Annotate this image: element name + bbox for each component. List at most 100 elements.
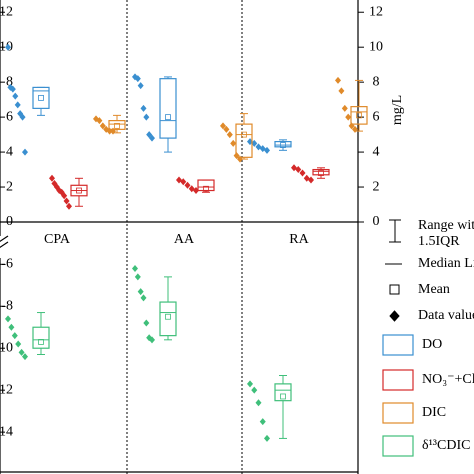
- data-point: [15, 340, 22, 348]
- data-point: [345, 113, 352, 121]
- data-point: [137, 288, 144, 296]
- data-point: [49, 174, 55, 182]
- data-point: [132, 264, 138, 272]
- data-point: [66, 202, 72, 210]
- legend-swatch: [382, 334, 414, 356]
- mean-marker: [38, 94, 44, 101]
- y-tick-label: -10: [0, 340, 13, 355]
- y-tick-label: 12: [0, 4, 13, 19]
- data-point: [143, 319, 150, 327]
- legend-text: Mean: [418, 282, 450, 297]
- data-point: [143, 113, 150, 121]
- legend-label: DIC: [422, 405, 446, 420]
- y-tick-label: 0: [373, 214, 380, 229]
- legend-text: Median Line: [418, 256, 474, 271]
- data-point: [9, 85, 16, 93]
- box: [274, 383, 292, 402]
- mean-marker: [165, 114, 171, 121]
- y-tick-label: 2: [6, 179, 13, 194]
- data-point: [22, 148, 28, 156]
- y-tick-label: 6: [6, 109, 13, 124]
- data-point: [63, 197, 70, 205]
- data-point: [12, 92, 19, 100]
- legend-text: 1.5IQR: [418, 234, 460, 249]
- y-tick-label: 6: [373, 109, 380, 124]
- data-point: [96, 117, 103, 125]
- data-point: [259, 418, 266, 426]
- box: [108, 120, 126, 130]
- data-point: [251, 139, 258, 147]
- legend-label: δ¹³CDIC: [422, 438, 470, 453]
- data-point: [5, 315, 11, 323]
- y-tick-label: 4: [373, 144, 380, 159]
- mean-marker: [318, 170, 324, 176]
- data-point: [230, 139, 237, 147]
- data-point: [140, 294, 147, 302]
- box: [235, 123, 253, 158]
- box: [312, 168, 330, 176]
- legend-swatch: [382, 369, 414, 391]
- data-point: [220, 122, 226, 130]
- mean-marker: [76, 187, 82, 194]
- data-point: [134, 75, 141, 83]
- legend-text: Data values: [418, 308, 474, 323]
- x-tick-label: AA: [174, 232, 195, 247]
- data-point: [255, 399, 262, 407]
- data-point: [295, 166, 302, 174]
- y-tick-label: 0: [6, 214, 13, 229]
- data-point: [134, 273, 141, 281]
- data-point: [335, 76, 341, 84]
- data-point: [137, 82, 144, 90]
- data-point: [247, 380, 253, 388]
- data-point: [11, 332, 18, 340]
- box: [197, 179, 215, 192]
- mean-marker: [38, 339, 44, 345]
- legend-label: DO: [422, 337, 442, 352]
- data-point: [18, 348, 25, 356]
- data-point: [14, 101, 21, 109]
- box: [274, 140, 292, 148]
- data-point: [338, 87, 345, 95]
- y-tick-label: 12: [369, 4, 383, 19]
- data-point: [106, 127, 113, 135]
- y-tick-label: -14: [0, 424, 13, 439]
- y-tick-label: 8: [373, 74, 380, 89]
- data-point: [251, 386, 258, 394]
- data-point: [61, 192, 68, 200]
- data-point: [223, 125, 230, 133]
- data-point: [226, 131, 233, 139]
- legend-swatch: [382, 402, 414, 424]
- box: [159, 301, 177, 337]
- data-point: [308, 176, 314, 184]
- data-point: [140, 104, 147, 112]
- x-tick-label: CPA: [44, 232, 71, 247]
- mean-marker: [280, 393, 286, 400]
- data-point: [19, 113, 26, 121]
- legend-icons: [385, 219, 402, 322]
- mean-marker: [165, 313, 171, 320]
- y-tick-label: -8: [1, 298, 13, 313]
- data-point: [5, 43, 11, 51]
- data-point: [22, 353, 28, 361]
- y-tick-label: 10: [369, 39, 383, 54]
- data-point: [184, 181, 191, 189]
- data-point: [8, 323, 15, 331]
- data-point: [99, 122, 106, 130]
- group-divider: [126, 0, 243, 474]
- y-tick-label: 8: [6, 74, 13, 89]
- mean-marker: [114, 122, 120, 129]
- box: [32, 86, 50, 109]
- box: [159, 78, 177, 139]
- data-point: [149, 134, 155, 142]
- data-point: [299, 169, 306, 177]
- data-point: [180, 178, 187, 186]
- data-point: [264, 434, 270, 442]
- y-tick-label: 2: [373, 179, 380, 194]
- frame: [0, 0, 359, 474]
- mean-marker: [241, 131, 247, 138]
- y-tick-label: -6: [1, 257, 13, 272]
- legend-label: NO₃⁻+Cl⁻: [422, 372, 474, 387]
- y-tick-label: 4: [6, 144, 13, 159]
- data-point: [341, 104, 348, 112]
